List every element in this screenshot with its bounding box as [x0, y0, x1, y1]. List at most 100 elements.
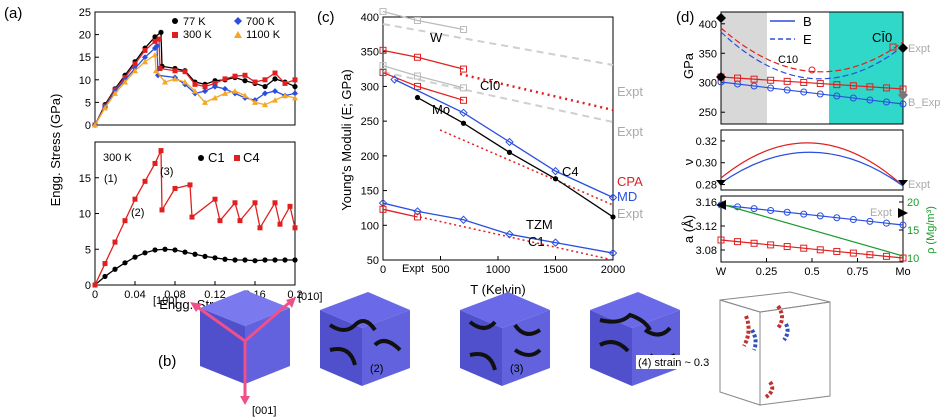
y-tick-label: 15: [79, 173, 91, 185]
data-point-a-bot-series-0-6: [152, 247, 157, 252]
annotation-3: (3): [160, 166, 173, 178]
y-tick-label: 350: [361, 47, 379, 59]
data-point-a-top-series-2-19: [272, 88, 278, 94]
data-point-a-bot-series-1-16: [253, 200, 258, 205]
y-tick-label: 0.32: [696, 136, 717, 148]
data-point-a-bot-series-1-21: [293, 225, 298, 230]
data-point-a-bot-series-1-11: [190, 215, 195, 220]
label-expt-d: Expt: [908, 43, 930, 55]
x-tick-label: 0.04: [124, 289, 145, 301]
y-axis-label-c: Young's Moduli (E; GPa): [339, 69, 354, 210]
y2-tick-label: 15: [907, 225, 919, 237]
data-point-a-bot-series-0-1: [102, 274, 107, 279]
y-tick-label: 20: [79, 30, 91, 42]
y2-tick-label: 10: [907, 253, 919, 265]
data-point-a-top-series-1-7: [157, 37, 162, 42]
y-tick-label: 350: [699, 48, 717, 60]
data-point-a-bot-series-1-18: [273, 200, 278, 205]
data-point-a-top-series-3-15: [232, 88, 238, 94]
y-tick-label: 0.30: [696, 158, 717, 170]
series-line-c-series-4: [395, 79, 614, 197]
data-point-a-bot-series-1-14: [233, 200, 238, 205]
label-expt-2: Expt: [617, 124, 643, 139]
data-point-c-series-7-2: [507, 150, 512, 155]
data-point-a-top-series-1-15: [233, 74, 238, 79]
legend-B: B: [803, 14, 812, 29]
y-axis-label-d-mid: ν: [681, 159, 696, 166]
y-tick-label: 300: [361, 81, 379, 93]
y-axis-label-a: Engg. Stress (GPa): [48, 94, 63, 207]
data-point-a-top-series-1-16: [243, 73, 248, 78]
x-tick-label: W: [716, 266, 727, 278]
x-tick-label: 0: [380, 264, 386, 276]
label-TZM: TZM: [526, 217, 553, 232]
data-point-a-top-series-1-19: [273, 71, 278, 76]
data-point-a-top-series-1-18: [263, 77, 268, 82]
data-point-a-bot-series-1-17: [258, 225, 263, 230]
x-tick-label: 0.75: [847, 266, 868, 278]
legend-label-300k: 300 K: [183, 29, 212, 41]
data-point-a-top-series-1-17: [253, 80, 258, 85]
y-axis-label-d-top: GPa: [681, 52, 696, 79]
label-C10: C10: [778, 54, 798, 66]
label-CPA: CPA: [617, 174, 643, 189]
y-tick-label: 25: [79, 7, 91, 19]
data-point-a-bot-series-0-16: [252, 258, 257, 263]
y-axis-label-d-bot: a (Å): [681, 215, 696, 243]
data-point-a-top-series-0-21: [292, 84, 297, 89]
label-Mo: Mo: [432, 102, 450, 117]
data-point-a-bot-series-1-0: [93, 283, 98, 288]
data-point-a-bot-series-0-8: [172, 247, 177, 252]
axis-label-010: [010]: [298, 291, 322, 303]
data-point-a-bot-series-1-20: [288, 204, 293, 209]
legend-a-top: 77 K 700 K 300 K 1100 K: [172, 16, 281, 41]
y-tick-label: 200: [361, 151, 379, 163]
y-tick-label: 250: [699, 107, 717, 119]
snapshot-label-4: (4) strain ~ 0.3: [638, 357, 709, 369]
data-point-a-bot-series-0-14: [232, 257, 237, 262]
series-line-c-series-2: [383, 50, 464, 69]
data-point-a-bot-series-1-15: [238, 218, 243, 223]
panel-label-c: (c): [317, 9, 335, 26]
data-point-a-top-series-1-14: [223, 76, 228, 81]
label-C1bar0: CĪ0: [480, 78, 500, 93]
y-tick-label: 10: [79, 75, 91, 87]
series-line-c-series-5: [383, 203, 613, 253]
data-point-a-bot-series-0-5: [142, 250, 147, 255]
panel-a-top: 0 5 10 15 20 25 77 K 700 K 300 K 1100 K: [79, 7, 298, 132]
y-tick-label: 50: [367, 255, 379, 267]
x-tick-label: 0.5: [804, 266, 819, 278]
label-expt-1: Expt: [617, 84, 643, 99]
data-point-c-series-7-0: [415, 95, 420, 100]
y-tick-label: 150: [361, 186, 379, 198]
data-point-a-bot-series-1-8: [160, 207, 165, 212]
data-point-a-bot-series-1-13: [218, 218, 223, 223]
y-tick-label: 0: [85, 280, 91, 292]
data-point-a-bot-series-1-1: [103, 261, 108, 266]
y-tick-label: 0: [85, 120, 91, 132]
data-point-a-bot-series-0-19: [282, 257, 287, 262]
snapshot-3: (3): [460, 292, 550, 386]
data-point-a-top-series-1-10: [183, 69, 188, 74]
y-tick-label: 10: [79, 209, 91, 221]
legend-E: E: [803, 32, 812, 47]
data-point-a-top-series-1-11: [193, 82, 198, 87]
label-expt-a: Expt: [870, 207, 892, 219]
y-tick-label: 3.12: [696, 221, 717, 233]
data-point-a-bot-series-1-4: [133, 197, 138, 202]
annotation-2: (2): [131, 207, 144, 219]
data-point-a-bot-series-0-11: [202, 254, 207, 259]
label-C1: C1: [528, 234, 545, 249]
y2-axis-label-d: ρ (Mg/m³): [925, 206, 937, 254]
data-point-a-top-series-1-5: [143, 48, 148, 53]
data-point-a-bot-series-1-12: [213, 197, 218, 202]
data-point-a-top-series-0-19: [272, 76, 277, 81]
y-tick-label: 300: [699, 78, 717, 90]
y-tick-label: 400: [699, 19, 717, 31]
x-tick-label: Mo: [895, 266, 910, 278]
data-point-a-bot-series-1-10: [188, 182, 193, 187]
x-tick-label: 500: [431, 264, 449, 276]
legend-label-c1: C1: [208, 150, 225, 165]
legend-label-1100k: 1100 K: [246, 29, 281, 41]
